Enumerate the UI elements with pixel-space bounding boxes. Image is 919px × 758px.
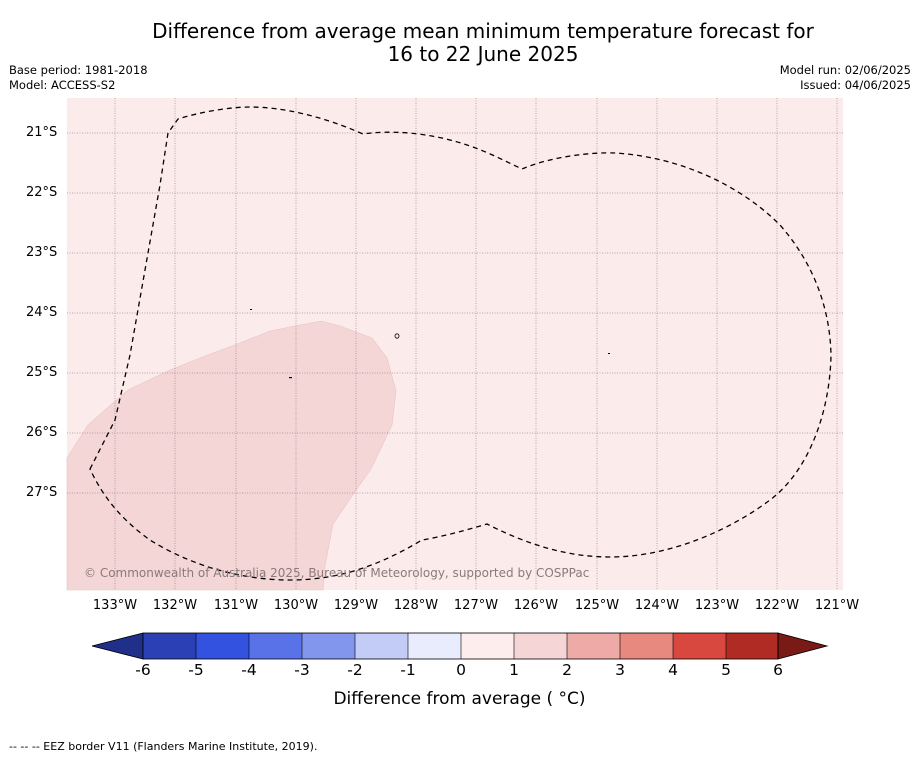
island-marker <box>394 333 400 339</box>
colorbar-segment <box>673 633 726 659</box>
colorbar-segment <box>302 633 355 659</box>
colorbar-tick-label: 0 <box>456 661 466 679</box>
longitude-label: 121°W <box>814 598 860 613</box>
longitude-label: 122°W <box>754 598 800 613</box>
model-text: Model: ACCESS-S2 <box>9 78 116 92</box>
island-marker <box>289 377 292 379</box>
colorbar-tick-label: 2 <box>562 661 572 679</box>
longitude-label: 131°W <box>213 598 259 613</box>
colorbar-segment <box>461 633 514 659</box>
latitude-label: 21°S <box>26 125 58 140</box>
colorbar-tick-label: -2 <box>347 661 363 679</box>
map-title-line1: Difference from average mean minimum tem… <box>152 19 814 43</box>
latitude-label: 26°S <box>26 425 58 440</box>
colorbar-tick-label: -6 <box>135 661 151 679</box>
colorbar-segment <box>249 633 302 659</box>
model-run-text: Model run: 02/06/2025 <box>779 63 911 77</box>
colorbar-max-arrow <box>777 632 829 660</box>
longitude-label: 128°W <box>393 598 439 613</box>
colorbar-tick-label: 1 <box>509 661 519 679</box>
colorbar-segment <box>567 633 620 659</box>
latitude-label: 24°S <box>26 305 58 320</box>
longitude-label: 124°W <box>634 598 680 613</box>
colorbar-tick-label: -3 <box>294 661 310 679</box>
colorbar-tick-label: -5 <box>188 661 204 679</box>
colorbar-tick-label: 5 <box>721 661 731 679</box>
latitude-label: 23°S <box>26 245 58 260</box>
longitude-label: 132°W <box>152 598 198 613</box>
longitude-gridlines <box>114 98 838 590</box>
colorbar <box>91 632 829 660</box>
colorbar-tick-label: 6 <box>773 661 783 679</box>
colorbar-segment <box>196 633 249 659</box>
colorbar-segment <box>408 633 461 659</box>
colorbar-title: Difference from average ( °C) <box>333 689 586 709</box>
colorbar-tick-label: -4 <box>241 661 257 679</box>
latitude-gridlines <box>67 132 843 494</box>
island-marker <box>250 309 252 310</box>
longitude-label: 127°W <box>453 598 499 613</box>
island-marker <box>608 353 610 354</box>
longitude-label: 125°W <box>574 598 620 613</box>
colorbar-tick-label: -1 <box>400 661 416 679</box>
colorbar-segment <box>355 633 408 659</box>
longitude-label: 130°W <box>273 598 319 613</box>
latitude-label: 27°S <box>26 485 58 500</box>
copyright-notice: © Commonwealth of Australia 2025, Bureau… <box>84 566 590 580</box>
longitude-label: 123°W <box>694 598 740 613</box>
colorbar-segment <box>143 633 196 659</box>
colorbar-min-arrow <box>91 632 144 660</box>
colorbar-segment <box>726 633 778 659</box>
colorbar-tick-label: 4 <box>668 661 678 679</box>
eez-legend-note: -- -- -- EEZ border V11 (Flanders Marine… <box>9 740 318 753</box>
base-period-text: Base period: 1981-2018 <box>9 63 148 77</box>
colorbar-segment <box>620 633 673 659</box>
latitude-label: 22°S <box>26 185 58 200</box>
colorbar-segment <box>514 633 567 659</box>
latitude-label: 25°S <box>26 365 58 380</box>
longitude-label: 133°W <box>92 598 138 613</box>
issued-text: Issued: 04/06/2025 <box>800 78 911 92</box>
longitude-label: 126°W <box>513 598 559 613</box>
map-title-line2: 16 to 22 June 2025 <box>387 42 579 66</box>
warm-anomaly-region <box>66 320 397 591</box>
longitude-label: 129°W <box>333 598 379 613</box>
colorbar-tick-label: 3 <box>615 661 625 679</box>
